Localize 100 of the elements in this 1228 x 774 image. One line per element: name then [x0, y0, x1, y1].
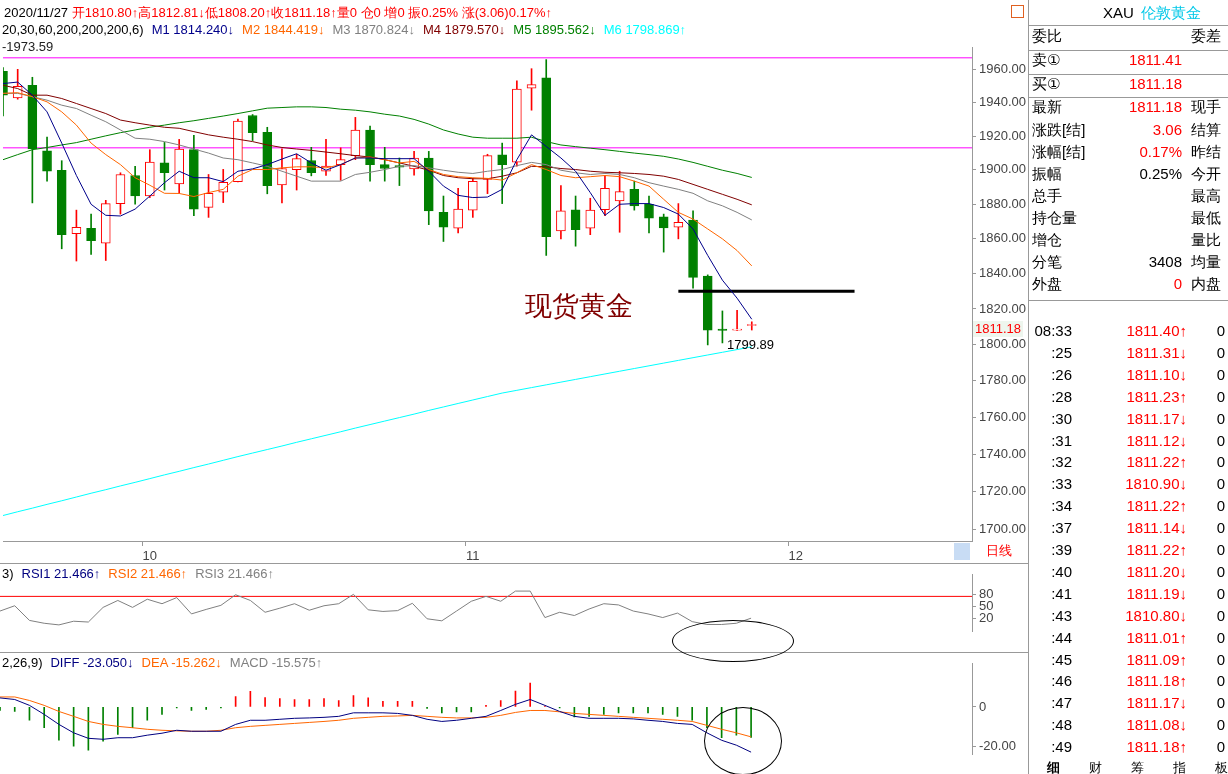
text: 1811.40↑ — [1126, 322, 1187, 339]
text: 0 — [1216, 562, 1225, 580]
text: 0 — [1216, 497, 1225, 515]
text: 1811.09↑ — [1126, 650, 1187, 668]
y-tick-label: 1720.00 — [979, 483, 1026, 499]
text: 1810.90↓ — [1125, 475, 1187, 493]
text: 1810.80↓ — [1125, 606, 1187, 624]
text: 0 — [1216, 519, 1225, 537]
text: 指 — [1173, 759, 1186, 774]
text: M2 1844.419↓ — [242, 22, 325, 37]
text: 0 — [1216, 628, 1225, 646]
text: DIFF -23.050↓ — [50, 655, 134, 670]
y-tick-label: 1940.00 — [979, 94, 1026, 110]
text: 最低 — [1191, 209, 1221, 228]
legend-label: RSI2 21.466↑ — [108, 566, 188, 581]
series-label: RSI3 21.466↑ — [195, 566, 274, 581]
text: M3 1870.824↓ — [332, 22, 415, 37]
annotation: -1973.59 — [2, 38, 54, 54]
text: 伦敦黄金 — [1141, 4, 1201, 23]
annotation: 现货黄金 — [525, 291, 633, 322]
legend-label: RSI1 21.466↑ — [21, 566, 101, 581]
text: 分笔 — [1032, 253, 1062, 272]
y-tick-label: 1960.00 — [979, 60, 1026, 76]
text: 0 — [1216, 541, 1225, 558]
y-tick-label: 1860.00 — [979, 230, 1026, 246]
text: 3408 — [1148, 253, 1182, 270]
text: 0.17% — [1139, 143, 1182, 160]
y-tick-label: 1920.00 — [979, 127, 1026, 143]
text: 1811.01↑ — [1126, 628, 1187, 646]
text: 1811.22↑ — [1126, 453, 1187, 471]
text: 涨幅[结] — [1032, 143, 1086, 162]
text: 最高 — [1191, 187, 1221, 206]
text: 1811.08↓ — [1126, 716, 1187, 734]
text: :49 — [1051, 738, 1072, 756]
text: 1811.22↑ — [1126, 497, 1187, 515]
text: 0 — [1216, 387, 1225, 405]
text: :45 — [1051, 650, 1072, 668]
text: 0 — [1216, 453, 1225, 471]
text: 0 — [1216, 584, 1225, 602]
text: M6 1798.869↑ — [603, 22, 687, 37]
x-tick-label: 11 — [466, 548, 480, 564]
text: :47 — [1051, 694, 1072, 712]
text: :34 — [1051, 497, 1072, 515]
text: 1811.31↓ — [1126, 343, 1187, 361]
text: 1811.14↓ — [1126, 519, 1187, 537]
text: 3.06 — [1152, 121, 1182, 138]
text: M4 1879.570↓ — [422, 22, 506, 37]
text: 0 — [1216, 716, 1225, 734]
chart-title: 2020/11/27 开1810.80↑高1812.81↓低1808.20↑收1811.18↑量0 仓0 增0 振0.25% 涨(3.06)0.17%↑ — [4, 5, 553, 20]
text: 0 — [1216, 606, 1225, 624]
text: :40 — [1051, 562, 1072, 580]
text: 0 — [1173, 275, 1182, 292]
text: 1811.18 — [1128, 75, 1182, 92]
x-tick-label: 12 — [788, 548, 804, 564]
text: 1811.12↓ — [1126, 431, 1187, 449]
text: 结算 — [1191, 121, 1221, 140]
text: 1811.23↑ — [1126, 387, 1187, 405]
text: 0 — [1216, 694, 1225, 712]
y-tick-label: 0 — [979, 698, 987, 714]
text: 1811.17↓ — [1126, 694, 1187, 712]
text: :26 — [1051, 365, 1072, 383]
y-tick-label: 1760.00 — [979, 408, 1026, 424]
text: :43 — [1051, 606, 1072, 624]
text: :28 — [1051, 387, 1072, 405]
text: 1811.19↓ — [1126, 584, 1187, 602]
text: 1811.17↓ — [1126, 409, 1187, 427]
text: 外盘 — [1032, 275, 1062, 294]
text: :37 — [1051, 519, 1072, 537]
text: 0.25% — [1139, 165, 1182, 182]
text: 1811.10↓ — [1126, 365, 1187, 383]
text: 买① — [1032, 75, 1061, 94]
text: 筹 — [1131, 759, 1144, 774]
text: 振幅 — [1032, 165, 1062, 184]
text: :46 — [1051, 672, 1072, 690]
text: M5 1895.562↓ — [513, 22, 596, 37]
y-tick-label: 1820.00 — [979, 300, 1026, 316]
x-tick-label: 10 — [142, 548, 158, 564]
text: 持仓量 — [1032, 209, 1077, 228]
text: 1811.41 — [1128, 51, 1182, 68]
text: 增仓 — [1032, 231, 1062, 250]
text: 委差 — [1191, 27, 1221, 46]
text: 0 — [1216, 409, 1225, 427]
text: 0 — [1216, 738, 1225, 756]
text: 量比 — [1191, 231, 1221, 250]
text: 委比 — [1032, 27, 1062, 46]
text: 昨结 — [1191, 143, 1221, 162]
y-tick-label: 1840.00 — [979, 265, 1026, 281]
legend-title: 20,30,60,200,200,200,6) — [2, 22, 144, 37]
text: :25 — [1051, 343, 1072, 361]
text: 0 — [1216, 431, 1225, 449]
text: 1811.20↓ — [1126, 562, 1187, 580]
text: 现手 — [1191, 98, 1221, 117]
y-tick-label: -20.00 — [979, 737, 1016, 753]
text: 1811.22↑ — [1126, 541, 1187, 558]
text: 财 — [1089, 759, 1102, 774]
y-tick-label: 1800.00 — [979, 336, 1026, 352]
text: 0 — [1216, 343, 1225, 361]
text: 内盘 — [1191, 275, 1221, 294]
text: :41 — [1051, 584, 1072, 602]
text: :48 — [1051, 716, 1072, 734]
